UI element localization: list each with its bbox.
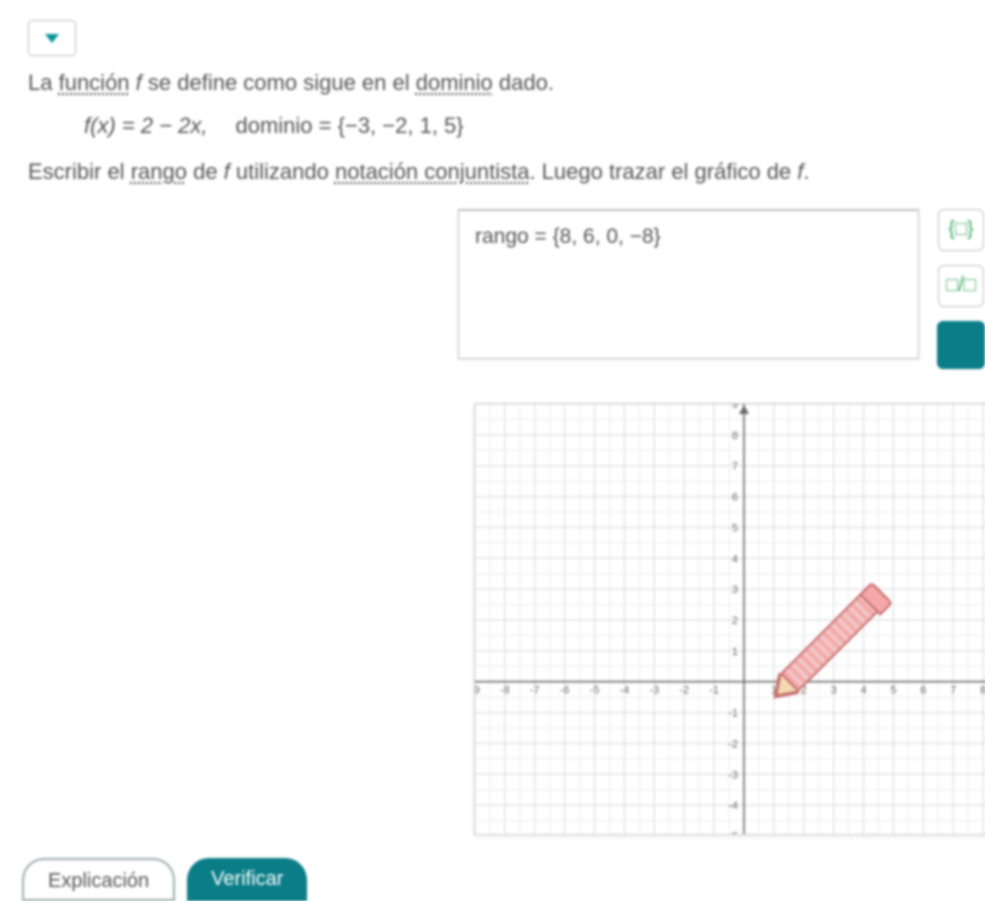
text: dado. (493, 70, 554, 95)
formula-lhs: f(x) = 2 − 2x, (84, 113, 208, 139)
text: de (187, 159, 224, 184)
svg-text:5: 5 (732, 522, 738, 534)
range-label: rango (475, 225, 529, 248)
coordinate-grid: -9-8-7-6-5-4-3-2-1123456789123456789-1-2… (475, 404, 985, 834)
problem-line-2: Escribir el rango de f utilizando notaci… (28, 153, 985, 190)
svg-text:-4: -4 (728, 800, 738, 812)
svg-text:-6: -6 (560, 684, 570, 696)
svg-text:-1: -1 (728, 707, 738, 719)
tool-set-braces[interactable]: {□} (938, 209, 984, 251)
domain-label: dominio (236, 113, 313, 138)
svg-text:8: 8 (980, 684, 985, 696)
link-notacion[interactable]: notación conjuntista (335, 159, 529, 184)
svg-text:7: 7 (950, 684, 956, 696)
formula-row: f(x) = 2 − 2x, dominio = {−3, −2, 1, 5} (84, 113, 985, 139)
svg-text:-5: -5 (590, 684, 600, 696)
collapse-toggle[interactable] (28, 20, 76, 56)
svg-text:1: 1 (732, 646, 738, 658)
svg-text:-9: -9 (475, 684, 480, 696)
chevron-down-icon (45, 34, 59, 43)
text: Escribir el (28, 159, 131, 184)
graph-area[interactable]: -9-8-7-6-5-4-3-2-1123456789123456789-1-2… (474, 403, 985, 835)
svg-text:9: 9 (732, 404, 738, 411)
svg-text:4: 4 (860, 684, 866, 696)
svg-text:6: 6 (920, 684, 926, 696)
svg-text:-7: -7 (530, 684, 540, 696)
formula-rhs: dominio = {−3, −2, 1, 5} (236, 113, 464, 139)
domain-set: = {−3, −2, 1, 5} (313, 113, 464, 138)
svg-text:8: 8 (732, 430, 738, 442)
problem-line-1: La función f se define como sigue en el … (28, 64, 985, 101)
tool-fraction[interactable]: □/□ (938, 265, 984, 307)
footer-buttons: Explicación Verificar (22, 858, 307, 901)
braces-icon: {□} (948, 218, 973, 241)
link-rango[interactable]: rango (131, 159, 187, 184)
svg-text:2: 2 (732, 615, 738, 627)
fraction-icon: □/□ (946, 274, 976, 297)
tool-action[interactable] (937, 321, 985, 369)
svg-text:7: 7 (732, 460, 738, 472)
svg-text:5: 5 (890, 684, 896, 696)
svg-text:-3: -3 (649, 684, 659, 696)
svg-text:4: 4 (732, 553, 738, 565)
link-dominio[interactable]: dominio (416, 70, 493, 95)
svg-text:-2: -2 (728, 738, 738, 750)
text: utilizando (230, 159, 335, 184)
svg-text:-2: -2 (679, 684, 689, 696)
link-funcion[interactable]: función (59, 70, 130, 95)
answer-box[interactable]: rango = {8, 6, 0, −8} (458, 209, 919, 359)
equals: = (529, 225, 553, 248)
range-value: {8, 6, 0, −8} (553, 225, 661, 248)
svg-text:3: 3 (732, 584, 738, 596)
text: . Luego trazar el gráfico de (529, 159, 797, 184)
svg-text:-4: -4 (620, 684, 630, 696)
verify-button[interactable]: Verificar (187, 858, 307, 901)
text: La (28, 70, 59, 95)
text: . (803, 159, 809, 184)
svg-text:-8: -8 (500, 684, 510, 696)
svg-text:-1: -1 (709, 684, 719, 696)
text: se define como sigue en el (142, 70, 416, 95)
svg-text:-5: -5 (728, 831, 738, 834)
svg-text:3: 3 (831, 684, 837, 696)
explain-button[interactable]: Explicación (22, 858, 175, 901)
svg-text:-3: -3 (728, 769, 738, 781)
svg-text:6: 6 (732, 491, 738, 503)
range-answer: rango = {8, 6, 0, −8} (475, 225, 902, 249)
